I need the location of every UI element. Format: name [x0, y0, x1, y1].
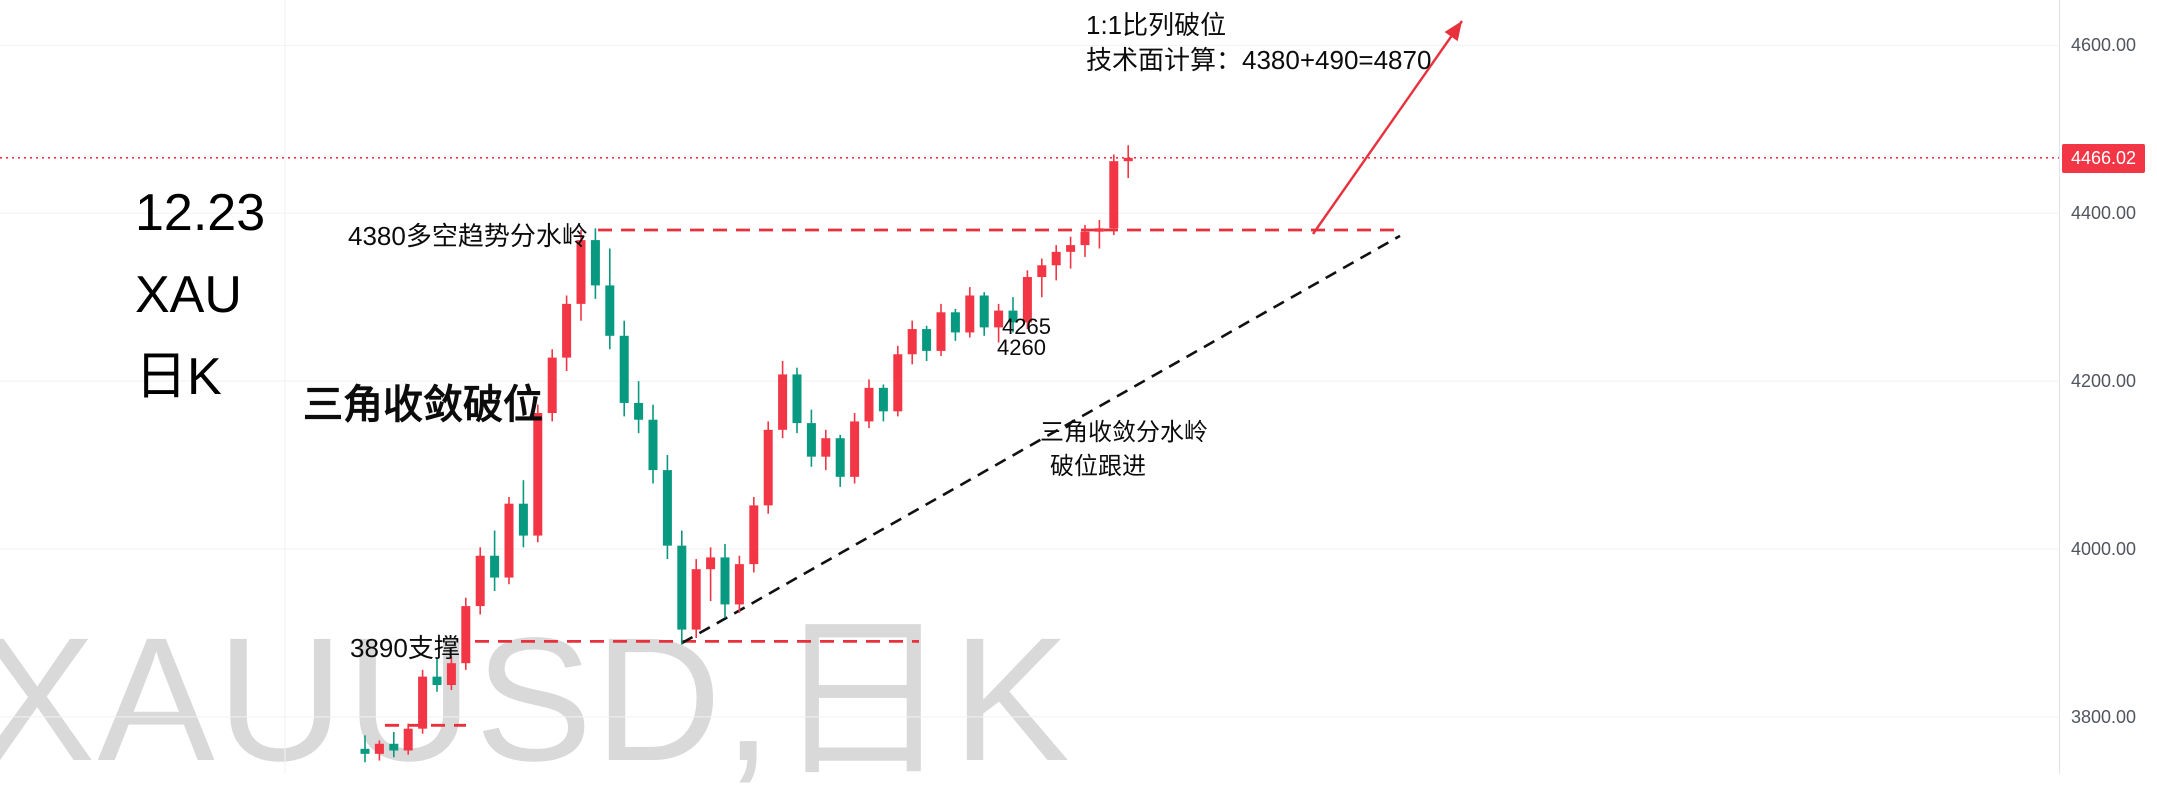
candle-body — [706, 557, 716, 570]
candle-body — [490, 555, 500, 578]
level-lines[interactable] — [385, 228, 1397, 727]
breakout-follow-line1: 三角收敛分水岭 — [1040, 419, 1208, 446]
current-price-badge: 4466.02 — [2062, 143, 2146, 173]
candle-body — [922, 329, 932, 351]
price-axis-label: 4000.00 — [2071, 539, 2137, 560]
price-axis[interactable]: 4600.00 4400.00 4200.00 4000.00 3800.00 — [2059, 0, 2157, 774]
price-axis-label: 4200.00 — [2071, 371, 2137, 392]
candle-body — [850, 421, 860, 477]
candle-body — [1066, 245, 1076, 252]
candle-body — [749, 505, 759, 565]
candle-body — [893, 354, 903, 412]
candle-body — [360, 748, 370, 754]
candle-body — [1008, 310, 1018, 323]
chart-canvas[interactable] — [0, 0, 2157, 774]
interval-label: 日K — [135, 348, 222, 406]
date-symbol-annotation[interactable]: 12.23 XAU 日K — [135, 172, 265, 418]
candle-body — [864, 387, 874, 422]
candle-body — [446, 663, 456, 686]
candle-body — [605, 285, 615, 336]
candle-body — [576, 240, 586, 304]
candle-body — [763, 429, 773, 506]
candle-body — [821, 438, 831, 457]
candle-body — [907, 329, 917, 355]
candle-body — [878, 387, 888, 412]
candle-body — [691, 569, 701, 630]
candle-body — [461, 606, 471, 664]
arrow-head — [1444, 21, 1462, 42]
price-axis-label: 4400.00 — [2071, 203, 2137, 224]
candle-body — [835, 438, 845, 477]
symbol-label: XAU — [135, 266, 242, 324]
candle-body — [619, 335, 629, 403]
candle-body — [936, 312, 946, 351]
candle-body — [792, 374, 802, 424]
gridlines — [0, 0, 2059, 774]
candle-body — [432, 676, 442, 686]
support-3890-label[interactable]: 3890支撑 — [350, 633, 460, 663]
candle-body — [677, 545, 687, 630]
projection-arrow[interactable] — [1312, 20, 1463, 235]
candle-body — [389, 743, 399, 751]
price-note-4265[interactable]: 4265 — [1002, 314, 1051, 339]
price-note-4260[interactable]: 4260 — [997, 335, 1046, 360]
candle-body — [1109, 161, 1119, 229]
candle-body — [950, 312, 960, 333]
measured-move-line1: 1:1比列破位 — [1086, 10, 1227, 40]
candle-body — [504, 503, 514, 578]
triangle-breakout-label[interactable]: 三角收敛破位 — [303, 383, 543, 427]
candle-body — [1037, 265, 1047, 278]
resistance-4380-label[interactable]: 4380多空趋势分水岭 — [348, 221, 588, 251]
breakout-follow-annotation[interactable]: 三角收敛分水岭 破位跟进 — [1040, 416, 1208, 484]
measured-move-annotation[interactable]: 1:1比列破位 技术面计算：4380+490=4870 — [1086, 8, 1431, 78]
candle-body — [734, 564, 744, 605]
candle-body — [518, 503, 528, 536]
candle-body — [662, 470, 672, 546]
candle-body — [562, 303, 572, 358]
candle-body — [1022, 277, 1032, 323]
date-label: 12.23 — [135, 184, 266, 242]
candle-body — [475, 555, 485, 607]
candle-body — [418, 676, 428, 729]
price-axis-label: 3800.00 — [2071, 706, 2137, 727]
candlestick-series — [360, 145, 1133, 763]
candle-body — [533, 413, 543, 536]
candle-body — [547, 357, 557, 414]
candle-body — [648, 419, 658, 471]
candle-body — [403, 728, 413, 751]
candle-body — [965, 295, 975, 333]
candle-body — [374, 743, 384, 754]
candle-body — [806, 423, 816, 457]
candle-body — [778, 374, 788, 430]
candle-body — [590, 240, 600, 286]
candle-body — [1123, 157, 1133, 162]
measured-move-line2: 技术面计算：4380+490=4870 — [1086, 45, 1432, 75]
breakout-follow-line2: 破位跟进 — [1050, 453, 1146, 480]
price-axis-label: 4600.00 — [2071, 35, 2137, 56]
candle-body — [634, 402, 644, 420]
candle-body — [1051, 251, 1061, 266]
candle-body — [720, 557, 730, 605]
candle-body — [979, 295, 989, 328]
candle-body — [1080, 231, 1090, 246]
ascending-trendline[interactable] — [681, 234, 1401, 645]
candle-body — [1094, 228, 1104, 232]
candle-body — [994, 310, 1004, 328]
